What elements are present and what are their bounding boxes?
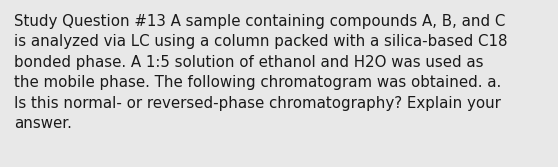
Text: Study Question #13 A sample containing compounds A, B, and C
is analyzed via LC : Study Question #13 A sample containing c… [14,14,507,131]
